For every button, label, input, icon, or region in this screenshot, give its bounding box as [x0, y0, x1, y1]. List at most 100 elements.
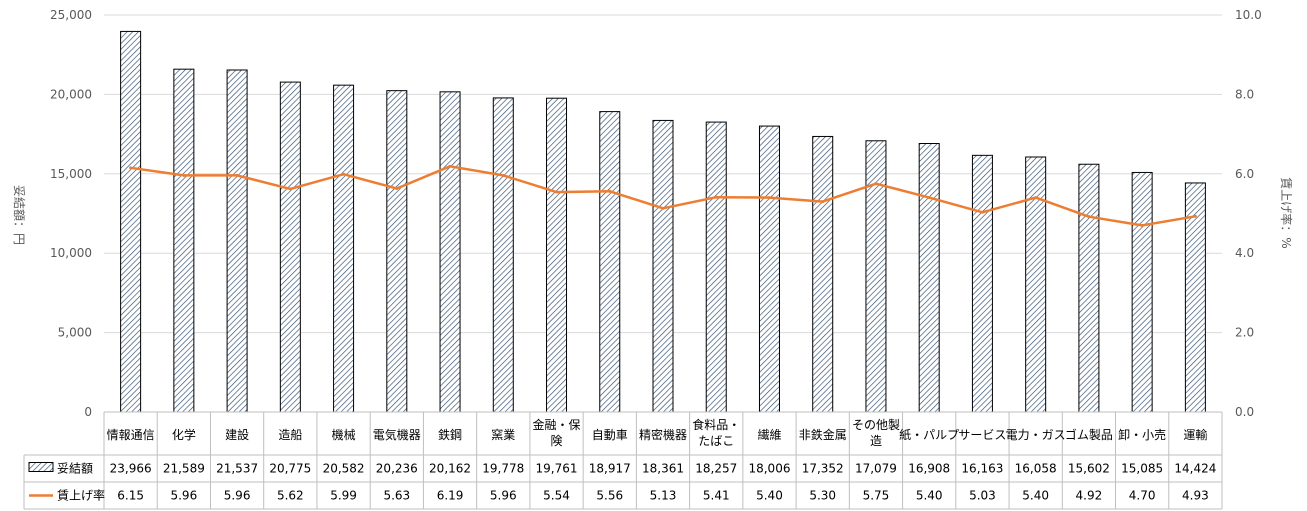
left-axis-tick-label: 20,000: [50, 87, 92, 101]
line-value-cell: 5.40: [756, 489, 783, 503]
bar-value-cell: 18,257: [695, 462, 737, 476]
right-axis-tick-label: 10.0: [1235, 8, 1262, 22]
category-label: 金融・保険: [533, 417, 581, 448]
bar-legend-label: 妥結額: [57, 462, 93, 476]
line-value-cell: 4.93: [1182, 489, 1209, 503]
left-axis-tick-label: 10,000: [50, 246, 92, 260]
category-label: 電気機器: [373, 427, 421, 442]
line-value-cell: 4.70: [1129, 489, 1156, 503]
bar-value-cell: 23,966: [110, 462, 152, 476]
line-value-cell: 5.41: [703, 489, 730, 503]
line-value-cell: 5.54: [543, 489, 570, 503]
line-value-cell: 5.75: [863, 489, 890, 503]
line-value-cell: 5.30: [809, 489, 836, 503]
bar: [1131, 171, 1153, 413]
line-value-cell: 5.96: [490, 489, 517, 503]
bar-value-cell: 16,908: [908, 462, 950, 476]
line-value-cell: 5.03: [969, 489, 996, 503]
line-value-cell: 5.96: [224, 489, 251, 503]
line-point: [1034, 196, 1038, 200]
line-point: [342, 172, 346, 176]
category-label: 電力・ガス: [1006, 428, 1066, 442]
line-value-cell: 6.15: [117, 489, 144, 503]
line-point: [501, 173, 505, 177]
bar: [865, 140, 887, 413]
bar: [492, 97, 514, 413]
bar: [1025, 156, 1047, 413]
bar-legend-key: [28, 462, 54, 472]
bar-value-cell: 21,589: [163, 462, 205, 476]
bar: [652, 119, 674, 413]
line-point: [1193, 214, 1197, 218]
category-label: 自動車: [592, 428, 628, 442]
axis-titles: 妥結額：円 賃上げ率：%: [12, 177, 1294, 248]
line-point: [927, 196, 931, 200]
category-label: 化学: [172, 427, 196, 442]
line-point: [608, 189, 612, 193]
line-value-cell: 4.92: [1076, 489, 1103, 503]
left-axis-tick-labels: 0 5,000 10,000 15,000 20,000 25,000: [50, 8, 92, 419]
line-point: [767, 196, 771, 200]
bar-value-cell: 21,537: [216, 462, 258, 476]
bar-value-cell: 20,775: [269, 462, 311, 476]
right-axis-tick-label: 2.0: [1235, 326, 1254, 340]
right-axis-tick-label: 0.0: [1235, 405, 1254, 419]
category-label: 窯業: [491, 427, 515, 442]
category-label: 鉄鋼: [438, 427, 462, 442]
line-point: [182, 173, 186, 177]
bar-value-cell: 14,424: [1174, 462, 1216, 476]
bar: [1078, 163, 1100, 413]
bar-value-cell: 17,352: [802, 462, 844, 476]
right-axis-tick-labels: 0.0 2.0 4.0 6.0 8.0 10.0: [1235, 8, 1262, 419]
left-axis-title: 妥結額：円: [12, 185, 26, 245]
bar: [705, 121, 727, 413]
category-label: 機械: [332, 427, 356, 442]
right-axis-title: 賃上げ率：%: [1279, 177, 1294, 248]
left-axis-tick-label: 25,000: [50, 8, 92, 22]
line-value-cell: 5.63: [383, 489, 410, 503]
bar: [226, 69, 248, 413]
bar: [546, 97, 568, 413]
bar-value-cell: 18,361: [642, 462, 684, 476]
bar: [971, 154, 993, 413]
category-label: 紙・パルプ: [899, 427, 959, 442]
category-label: 情報通信: [107, 428, 155, 442]
category-label: 非鉄金属: [799, 427, 847, 442]
category-label: 運輸: [1183, 427, 1207, 442]
line-point: [980, 210, 984, 214]
bar: [439, 91, 461, 413]
bar: [173, 68, 195, 413]
right-axis-tick-label: 8.0: [1235, 87, 1254, 101]
line-value-cell: 6.19: [437, 489, 464, 503]
bar-value-cell: 19,761: [536, 462, 578, 476]
left-axis-tick-label: 15,000: [50, 167, 92, 181]
line-value-cell: 5.96: [170, 489, 197, 503]
bar-value-cell: 20,162: [429, 462, 471, 476]
bar: [918, 143, 940, 413]
bar-value-cell: 15,085: [1121, 462, 1163, 476]
line-point: [874, 182, 878, 186]
line-point: [235, 173, 239, 177]
line-legend-label: 賃上げ率: [57, 488, 105, 503]
bar: [120, 30, 142, 413]
line-point: [714, 195, 718, 199]
category-label: 建設: [225, 427, 249, 442]
line-value-cell: 5.56: [596, 489, 623, 503]
category-label: 卸・小売: [1118, 427, 1166, 442]
bar-value-cell: 19,778: [482, 462, 524, 476]
right-axis-tick-label: 6.0: [1235, 167, 1254, 181]
line-point: [661, 206, 665, 210]
right-axis-tick-label: 4.0: [1235, 246, 1254, 260]
line-point: [821, 200, 825, 204]
bar-value-cell: 20,582: [323, 462, 365, 476]
bar: [599, 111, 621, 413]
bar: [386, 90, 408, 413]
bar-value-cell: 20,236: [376, 462, 418, 476]
category-label: 食料品・たばこ: [692, 417, 740, 448]
bar-value-cell: 16,163: [961, 462, 1003, 476]
category-label: 繊維: [757, 428, 781, 442]
line-value-cell: 5.13: [650, 489, 677, 503]
line-series: [129, 164, 1197, 227]
left-axis-tick-label: 5,000: [58, 326, 92, 340]
bar-value-cell: 16,058: [1015, 462, 1057, 476]
